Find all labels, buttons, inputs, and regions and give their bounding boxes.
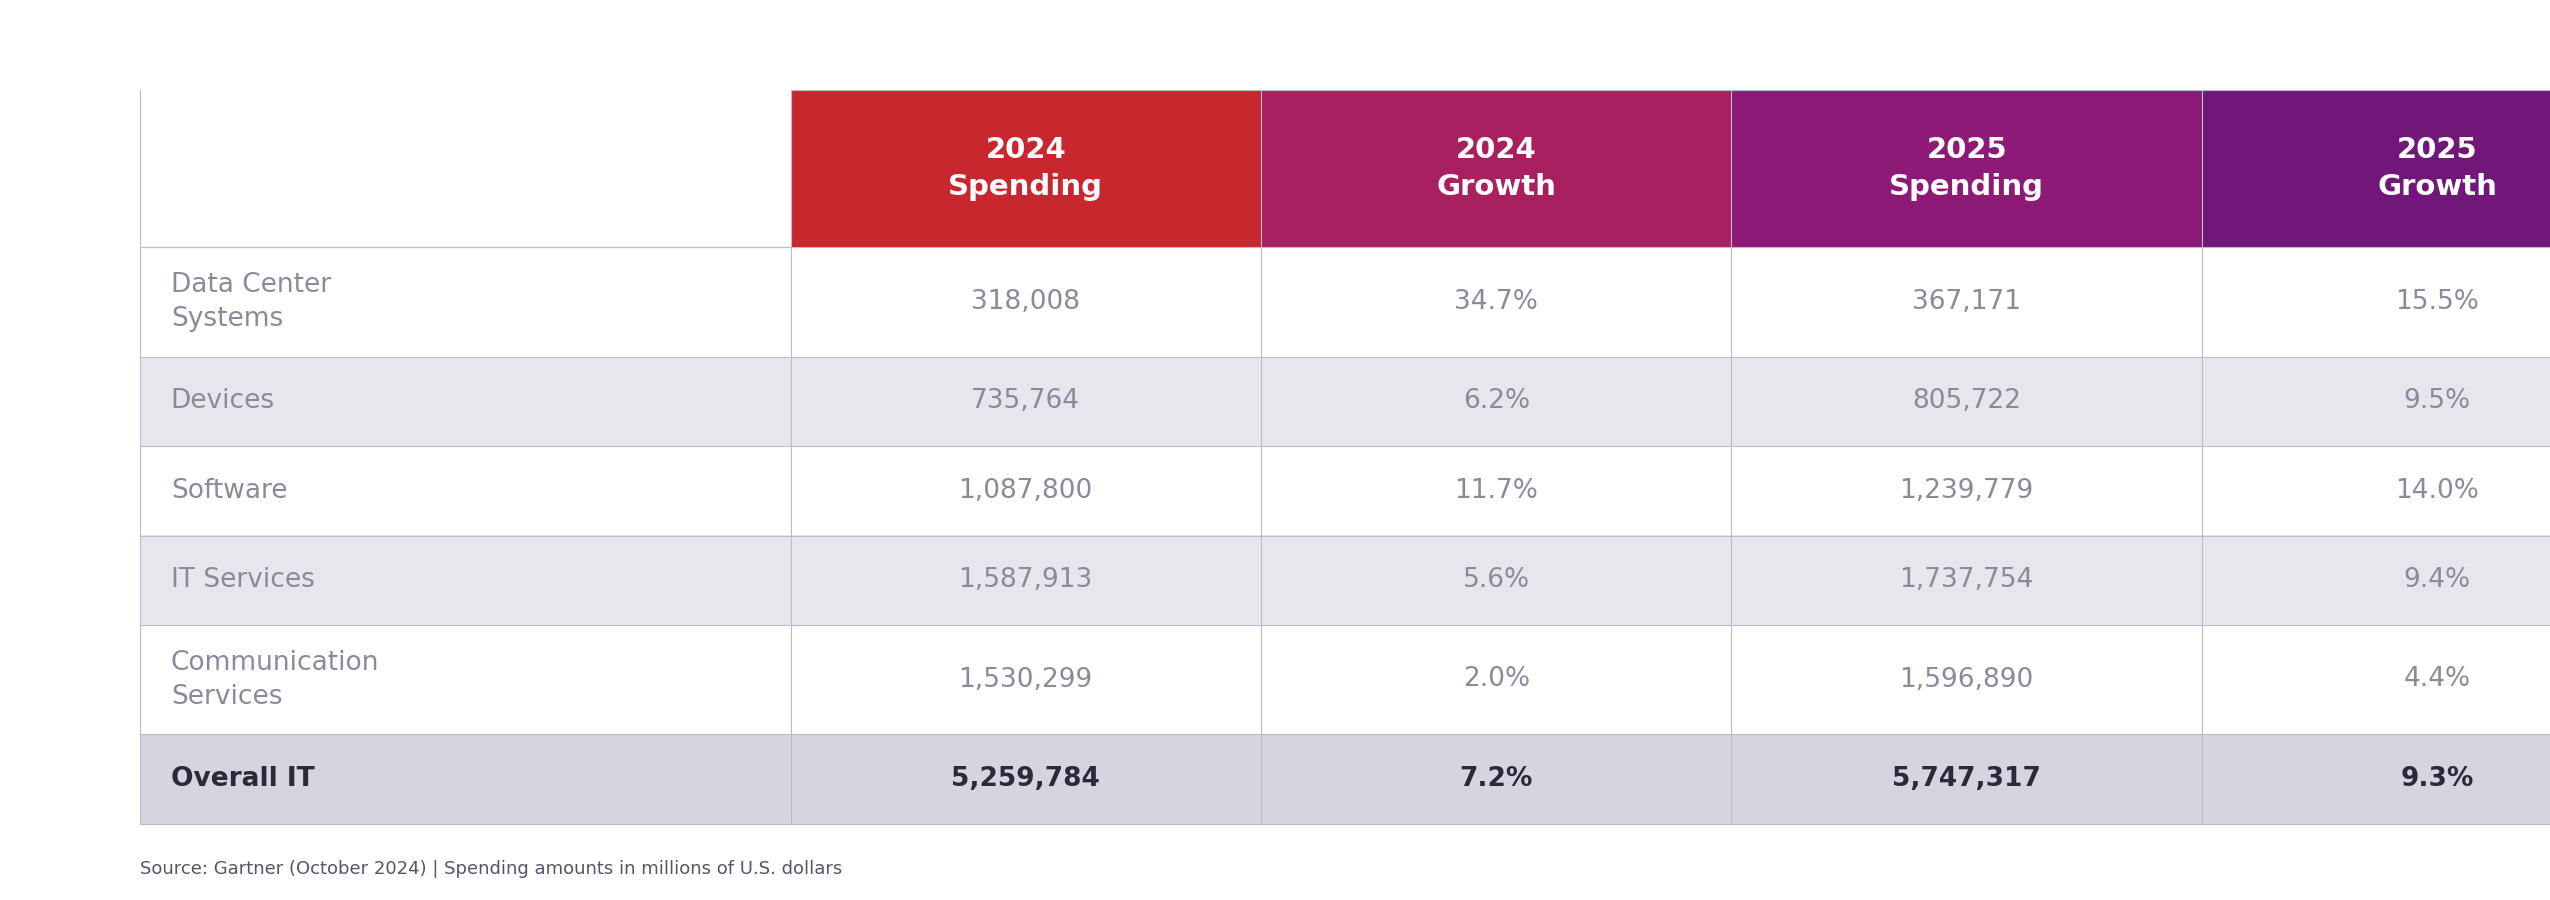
- Text: 735,764: 735,764: [972, 389, 1081, 414]
- Text: 5,747,317: 5,747,317: [1892, 766, 2040, 792]
- Text: 15.5%: 15.5%: [2394, 289, 2479, 315]
- Text: Communication
Services: Communication Services: [171, 650, 380, 709]
- Text: 2024
Growth: 2024 Growth: [1436, 136, 1556, 201]
- Text: 805,722: 805,722: [1912, 389, 2022, 414]
- Text: 34.7%: 34.7%: [1453, 289, 1538, 315]
- Text: 1,737,754: 1,737,754: [1900, 567, 2035, 593]
- Text: 1,530,299: 1,530,299: [959, 667, 1094, 692]
- Text: 14.0%: 14.0%: [2394, 478, 2479, 504]
- Text: 1,596,890: 1,596,890: [1900, 667, 2035, 692]
- Text: 2025
Spending: 2025 Spending: [1890, 136, 2045, 201]
- Text: 1,587,913: 1,587,913: [959, 567, 1094, 593]
- Text: 6.2%: 6.2%: [1464, 389, 1530, 414]
- Text: 7.2%: 7.2%: [1459, 766, 1533, 792]
- Text: 2025
Growth: 2025 Growth: [2377, 136, 2496, 201]
- Text: 1,239,779: 1,239,779: [1900, 478, 2035, 504]
- Text: 4.4%: 4.4%: [2405, 667, 2471, 692]
- Text: 367,171: 367,171: [1912, 289, 2022, 315]
- Text: Devices: Devices: [171, 389, 275, 414]
- Text: 5.6%: 5.6%: [1464, 567, 1530, 593]
- Text: 318,008: 318,008: [972, 289, 1081, 315]
- Text: 2024
Spending: 2024 Spending: [949, 136, 1104, 201]
- Text: 9.5%: 9.5%: [2405, 389, 2471, 414]
- Text: Source: Gartner (October 2024) | Spending amounts in millions of U.S. dollars: Source: Gartner (October 2024) | Spendin…: [140, 860, 842, 878]
- Text: Software: Software: [171, 478, 288, 504]
- Text: 9.4%: 9.4%: [2405, 567, 2471, 593]
- Text: Data Center
Systems: Data Center Systems: [171, 272, 332, 332]
- Text: 11.7%: 11.7%: [1453, 478, 1538, 504]
- Text: IT Services: IT Services: [171, 567, 314, 593]
- Text: 9.3%: 9.3%: [2400, 766, 2474, 792]
- Text: 2.0%: 2.0%: [1464, 667, 1530, 692]
- Text: 1,087,800: 1,087,800: [959, 478, 1094, 504]
- Text: 5,259,784: 5,259,784: [951, 766, 1099, 792]
- Text: Overall IT: Overall IT: [171, 766, 314, 792]
